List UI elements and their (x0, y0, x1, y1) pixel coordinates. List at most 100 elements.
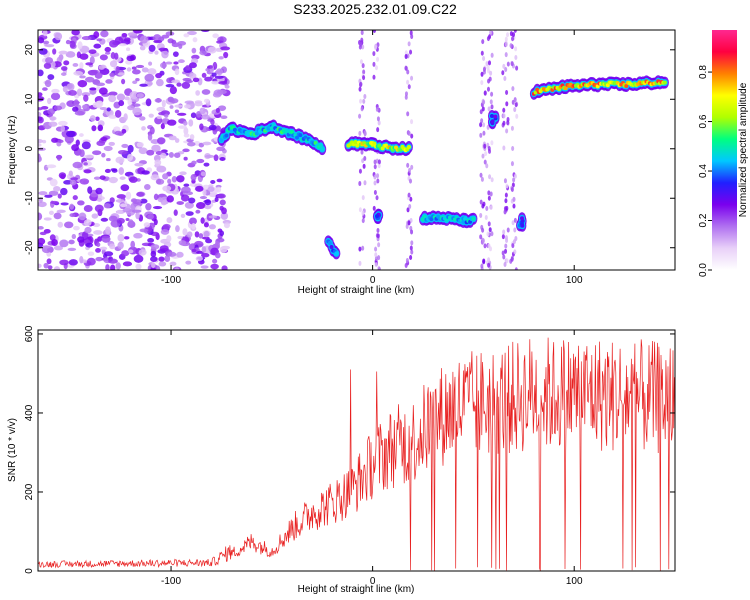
heatmap-signal-peak (353, 140, 358, 145)
heatmap-noise-cell (50, 92, 61, 101)
heatmap-noise-cell (201, 89, 211, 95)
heatmap-noise-cell (121, 250, 130, 257)
heatmap-noise-cell (147, 237, 155, 243)
heatmap-x-tick-label: 100 (566, 275, 583, 286)
heatmap-noise-cell (215, 252, 221, 259)
heatmap-signal-peak (224, 133, 229, 138)
heatmap-streak-cell (363, 94, 367, 100)
heatmap-noise-cell (42, 30, 48, 37)
heatmap-noise-cell (53, 266, 61, 270)
heatmap-streak-cell (377, 255, 381, 261)
heatmap-x-ticks: -100 0 100 (161, 30, 583, 286)
heatmap-noise-cell (202, 141, 212, 146)
heatmap-noise-cell (173, 61, 179, 65)
heatmap-streak-cell (479, 122, 483, 128)
heatmap-noise-cell (223, 51, 229, 59)
heatmap-streak-cell (376, 233, 380, 239)
heatmap-noise-cell (38, 226, 44, 230)
heatmap-noise-cell (114, 130, 123, 136)
heatmap-noise-cell (103, 145, 113, 152)
heatmap-noise-cell (61, 72, 67, 76)
heatmap-noise-cell (104, 51, 111, 55)
heatmap-noise-cell (59, 239, 69, 248)
heatmap-noise-cell (152, 205, 163, 210)
heatmap-noise-cell (96, 38, 103, 42)
heatmap-streak-cell (361, 63, 365, 69)
heatmap-noise-cell (44, 79, 52, 88)
snr-plot-area (38, 330, 675, 571)
heatmap-noise-cell (75, 139, 80, 147)
heatmap-noise-cell (176, 82, 182, 87)
heatmap-noise-cell (139, 45, 146, 51)
heatmap-noise-cell (183, 104, 191, 109)
heatmap-noise-cell (100, 136, 108, 142)
heatmap-noise-cell (49, 116, 57, 121)
heatmap-streak-cell (505, 101, 509, 107)
heatmap-noise-cell (71, 30, 80, 36)
heatmap-noise-cell (106, 107, 111, 112)
heatmap-noise-cell (201, 253, 210, 258)
heatmap-streak-cell (510, 186, 514, 192)
heatmap-streak-cell (409, 217, 413, 223)
heatmap-noise-cell (187, 141, 196, 147)
heatmap-streak-cell (372, 30, 376, 33)
heatmap-streak-cell (372, 61, 376, 67)
heatmap-noise-cell (68, 90, 77, 96)
heatmap-signal-peak (329, 244, 334, 249)
heatmap-streak-cell (358, 181, 362, 187)
heatmap-noise-cell (93, 43, 102, 49)
heatmap-noise-cell (108, 94, 117, 103)
heatmap-noise-cell (111, 168, 118, 173)
heatmap-streak-cell (372, 205, 376, 211)
heatmap-noise-cell (43, 62, 52, 69)
heatmap-streak-cell (409, 245, 413, 251)
snr-x-tick-label: 100 (566, 576, 583, 587)
heatmap-noise-cell (63, 180, 73, 185)
heatmap-noise-cell (170, 98, 179, 104)
heatmap-streak-cell (374, 44, 378, 50)
heatmap-streak-cell (513, 249, 517, 255)
heatmap-noise-cell (97, 124, 104, 132)
heatmap-streak-cell (509, 43, 513, 49)
heatmap-noise-cell (216, 178, 223, 183)
snr-x-tick-label: -100 (161, 576, 181, 587)
heatmap-streak-cell (506, 227, 510, 233)
heatmap-streak-cell (511, 36, 515, 42)
heatmap-noise-cell (204, 154, 215, 158)
heatmap-streak-cell (406, 207, 410, 213)
heatmap-signal-peak (461, 219, 466, 224)
heatmap-noise-cell (67, 247, 77, 252)
heatmap-noise-cell (139, 35, 149, 44)
heatmap-noise-cell (79, 149, 85, 158)
heatmap-streak-cell (490, 91, 494, 97)
heatmap-noise-cell (188, 119, 194, 127)
heatmap-noise-cell (81, 141, 91, 150)
heatmap-streak-cell (406, 111, 410, 117)
heatmap-noise-cell (108, 176, 118, 184)
heatmap-streak-cell (479, 132, 483, 138)
heatmap-noise-cell (99, 246, 108, 251)
heatmap-noise-cell (167, 251, 177, 257)
heatmap-streak-cell (359, 59, 363, 65)
heatmap-streak-cell (513, 227, 517, 233)
heatmap-noise-cell (143, 222, 151, 228)
heatmap-noise-cell (160, 228, 170, 235)
heatmap-noise-cell (62, 85, 68, 93)
heatmap-noise-cell (87, 251, 95, 256)
heatmap-noise-cell (104, 168, 111, 174)
heatmap-streak-cell (487, 190, 491, 196)
heatmap-noise-cell (138, 147, 148, 155)
heatmap-noise-cell (106, 157, 111, 162)
heatmap-noise-cell (126, 55, 135, 62)
heatmap-streak-cell (481, 238, 485, 244)
heatmap-streak-cell (505, 183, 509, 189)
heatmap-noise-cell (186, 231, 193, 238)
heatmap-noise-cell (105, 79, 113, 84)
heatmap-noise-cell (148, 113, 154, 118)
heatmap-noise-cell (72, 161, 83, 169)
heatmap-noise-cell (188, 197, 196, 204)
heatmap-noise-cell (95, 116, 100, 122)
heatmap-noise-cell (126, 67, 132, 72)
heatmap-streak-cell (512, 177, 516, 183)
heatmap-noise-cell (181, 81, 191, 89)
